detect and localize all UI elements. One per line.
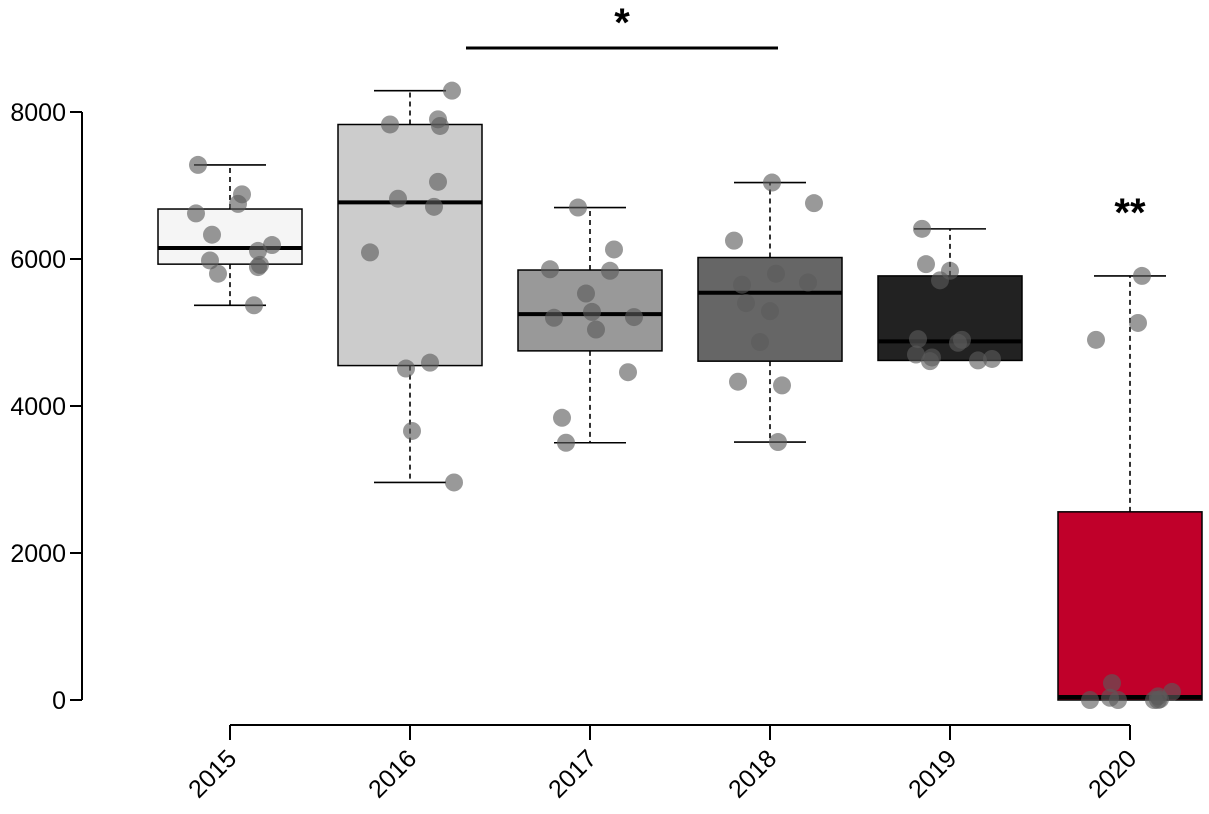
data-point: [249, 241, 267, 260]
y-tick-label: 4000: [10, 393, 66, 421]
x-tick-label-2018: 2018: [723, 744, 782, 803]
box-2020: [1057, 511, 1203, 701]
data-point: [1109, 691, 1127, 709]
data-point: [443, 81, 461, 100]
box-group-2017: [517, 198, 663, 452]
data-point: [619, 363, 637, 382]
data-point: [263, 236, 281, 255]
data-point: [1081, 691, 1099, 709]
y-tick-label: 0: [52, 687, 66, 715]
data-point: [553, 408, 571, 427]
box-group-2016: [337, 81, 483, 492]
data-point: [1087, 330, 1105, 349]
data-point: [737, 294, 755, 313]
data-point: [421, 353, 439, 372]
data-point: [569, 198, 587, 217]
data-point: [583, 302, 601, 321]
data-point: [425, 197, 443, 216]
data-point: [245, 296, 263, 315]
data-point: [1133, 266, 1151, 285]
data-point: [403, 421, 421, 440]
data-point: [625, 308, 643, 327]
data-point: [763, 173, 781, 192]
data-point: [189, 155, 207, 174]
data-point: [1103, 674, 1121, 693]
data-point: [249, 258, 267, 277]
data-point: [1129, 313, 1147, 332]
data-point: [921, 352, 939, 371]
data-point: [203, 225, 221, 244]
data-point: [909, 330, 927, 349]
significance-label: **: [1114, 191, 1146, 235]
x-tick-label-2017: 2017: [543, 744, 602, 803]
significance-label: *: [614, 1, 630, 45]
data-point: [799, 273, 817, 292]
box-group-2018: [697, 173, 843, 452]
y-axis: 0 2000 4000 6000 8000: [10, 99, 83, 715]
y-tick-label: 8000: [10, 99, 66, 127]
data-point: [761, 302, 779, 321]
data-point: [729, 372, 747, 391]
data-point: [949, 333, 967, 352]
data-point: [389, 189, 407, 208]
y-tick-label: 6000: [10, 246, 66, 274]
data-point: [541, 260, 559, 279]
data-point: [545, 308, 563, 327]
data-point: [229, 194, 247, 213]
data-point: [769, 433, 787, 452]
data-point: [917, 255, 935, 274]
data-point: [773, 376, 791, 395]
data-point: [361, 243, 379, 262]
data-point: [605, 240, 623, 259]
data-point: [601, 261, 619, 280]
box-group-2020: [1057, 266, 1203, 709]
data-point: [983, 349, 1001, 368]
data-point: [429, 172, 447, 191]
box-2016: [337, 123, 483, 367]
data-point: [767, 264, 785, 283]
box-2015: [157, 208, 303, 265]
box-2019: [877, 275, 1023, 362]
data-point: [187, 204, 205, 223]
data-point: [931, 271, 949, 290]
x-tick-label-2015: 2015: [183, 744, 242, 803]
data-point: [733, 275, 751, 294]
data-point: [209, 264, 227, 283]
data-point: [201, 251, 219, 270]
data-point: [751, 333, 769, 352]
significance-annotations: ***: [466, 1, 1146, 235]
data-point: [431, 116, 449, 135]
data-point: [969, 351, 987, 370]
plot-area: [157, 81, 1203, 709]
data-point: [381, 115, 399, 134]
data-point: [725, 231, 743, 250]
data-point: [907, 345, 925, 364]
x-tick-label-2019: 2019: [903, 744, 962, 803]
data-point: [397, 359, 415, 378]
data-point: [577, 284, 595, 303]
x-tick-label-2020: 2020: [1083, 744, 1142, 803]
box-group-2019: [877, 219, 1023, 371]
data-point: [445, 473, 463, 492]
data-point: [557, 433, 575, 452]
x-tick-label-2016: 2016: [363, 744, 422, 803]
y-tick-label: 2000: [10, 540, 66, 568]
data-point: [587, 320, 605, 339]
data-point: [913, 219, 931, 238]
data-point: [805, 194, 823, 213]
data-point: [1145, 691, 1163, 709]
box-group-2015: [157, 155, 303, 315]
x-axis: 2015 2016 2017 2018 2019 2020: [183, 724, 1142, 804]
